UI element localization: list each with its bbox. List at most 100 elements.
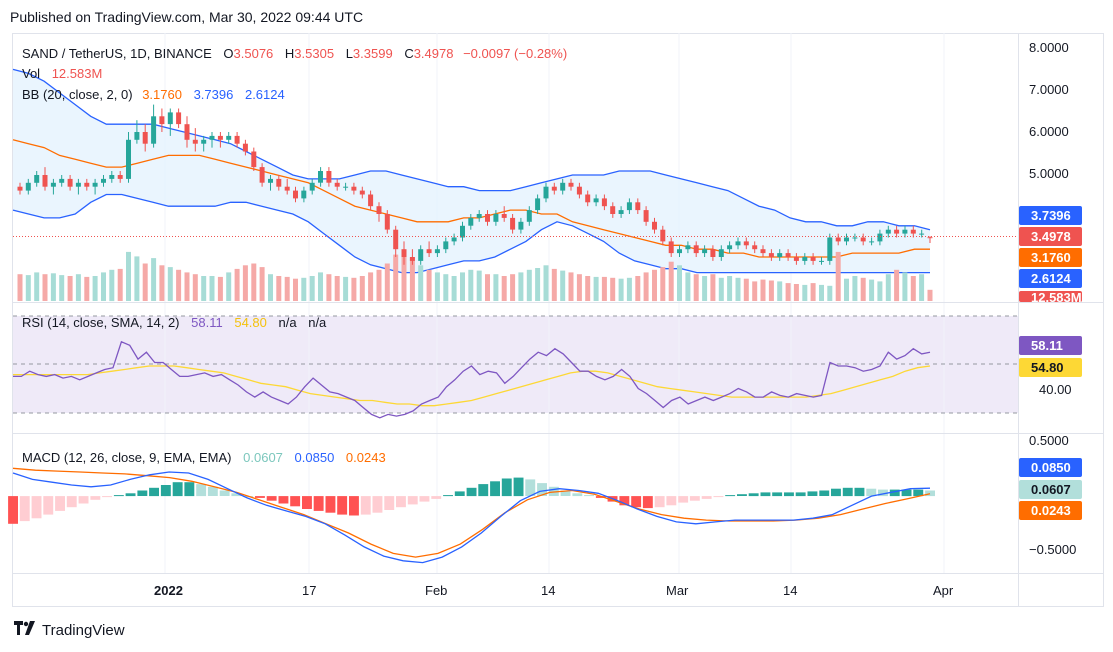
candle-body (760, 249, 766, 254)
macd-histogram-bar (325, 496, 336, 513)
volume-bar (718, 277, 724, 301)
volume-bar (710, 274, 716, 301)
candle-body (727, 245, 733, 250)
candle-body (209, 135, 215, 140)
volume-bar (752, 281, 758, 301)
candle-body (568, 182, 574, 187)
volume-bar (242, 265, 248, 301)
tag-volume: 12.583M (1019, 290, 1082, 305)
candle-body (601, 198, 607, 207)
macd-histogram-bar (760, 492, 771, 497)
macd-histogram-bar (113, 495, 124, 497)
candle-body (710, 249, 716, 257)
candle-body (334, 182, 340, 187)
volume-bar (844, 278, 849, 301)
candle-body (685, 245, 691, 250)
price-candles[interactable] (17, 104, 933, 265)
volume-bar (393, 254, 399, 301)
volume-bar (852, 276, 858, 301)
candle-body (268, 178, 273, 183)
macd-histogram-bar (537, 483, 547, 496)
candle-body (251, 151, 257, 168)
macd-histogram-bar (548, 486, 559, 496)
candle-body (793, 257, 799, 261)
candle-body (668, 241, 674, 254)
candle-body (201, 139, 207, 144)
candle-body (301, 190, 307, 199)
candle-body (468, 217, 474, 226)
volume-bar (460, 272, 465, 301)
candle-body (192, 139, 198, 144)
macd-histogram-bar (102, 496, 112, 498)
volume-bar (802, 284, 808, 301)
volume-bar (919, 274, 925, 301)
candle-body (835, 237, 841, 242)
volume-bar (535, 268, 541, 301)
candle-body (84, 182, 90, 187)
candle-body (543, 186, 549, 199)
macd-tick: −0.5000 (1029, 542, 1076, 557)
svg-text:0.0850: 0.0850 (1031, 460, 1071, 475)
volume-bar (735, 277, 741, 301)
rsi-lines (13, 340, 931, 419)
footer-brand[interactable]: TradingView (14, 621, 125, 640)
macd-histogram-bar (137, 490, 148, 496)
candle-body (343, 186, 349, 188)
macd-histogram-bar (278, 496, 289, 504)
macd-histogram-bar (255, 496, 265, 498)
volume-bar (59, 275, 65, 301)
macd-histogram-bar (290, 496, 301, 507)
candle-body (743, 241, 749, 246)
candle-body (59, 178, 65, 183)
macd-histogram-bar (478, 484, 489, 497)
candle-body (393, 229, 399, 250)
macd-histogram-bar (149, 487, 159, 497)
tag-rsi-ma: 54.80 (1019, 358, 1082, 377)
date-tick: 17 (302, 583, 316, 598)
volume-bar (551, 268, 557, 301)
volume-bar (301, 277, 307, 301)
volume-bar (501, 276, 507, 301)
volume-bar (126, 251, 131, 301)
macd-histogram-bar (572, 493, 583, 497)
macd-histogram-bar (349, 496, 359, 516)
volume-bar (576, 274, 582, 301)
macd-histogram-bar (925, 490, 935, 497)
candle-body (384, 214, 390, 230)
rsi-ma-line (13, 365, 931, 407)
candle-body (852, 237, 858, 239)
volume-bar (17, 274, 23, 301)
volume-bar (368, 272, 374, 301)
macd-lines (8, 467, 935, 564)
candle-body (718, 249, 724, 257)
macd-histogram-bar (360, 496, 371, 515)
volume-bar (84, 276, 90, 301)
macd-histogram-bar (466, 487, 477, 497)
volume-bar (209, 276, 215, 301)
date-tick: Mar (666, 583, 689, 598)
macd-histogram-bar (219, 490, 230, 496)
candle-body (551, 186, 557, 191)
candle-body (159, 116, 165, 125)
candle-body (318, 171, 323, 183)
macd-histogram-bar (207, 486, 218, 496)
candle-body (184, 124, 190, 140)
volume-bar (25, 275, 31, 301)
macd-histogram-bar (701, 496, 712, 499)
svg-text:3.1760: 3.1760 (1031, 250, 1071, 265)
macd-histogram-bar (819, 490, 830, 496)
macd-histogram-bar (490, 481, 500, 497)
volume-bar (276, 276, 282, 301)
bb-upper-line (12, 68, 931, 231)
volume-bar (401, 251, 407, 301)
candle-body (351, 186, 357, 191)
volume-bar (167, 267, 173, 301)
svg-text:3.7396: 3.7396 (1031, 208, 1071, 223)
candle-body (785, 253, 791, 257)
volume-bar (268, 274, 273, 301)
volume-bar (810, 283, 816, 301)
macd-histogram-bar (854, 487, 865, 497)
macd-histogram-bar (866, 488, 877, 497)
macd-histogram-bar (396, 496, 406, 508)
